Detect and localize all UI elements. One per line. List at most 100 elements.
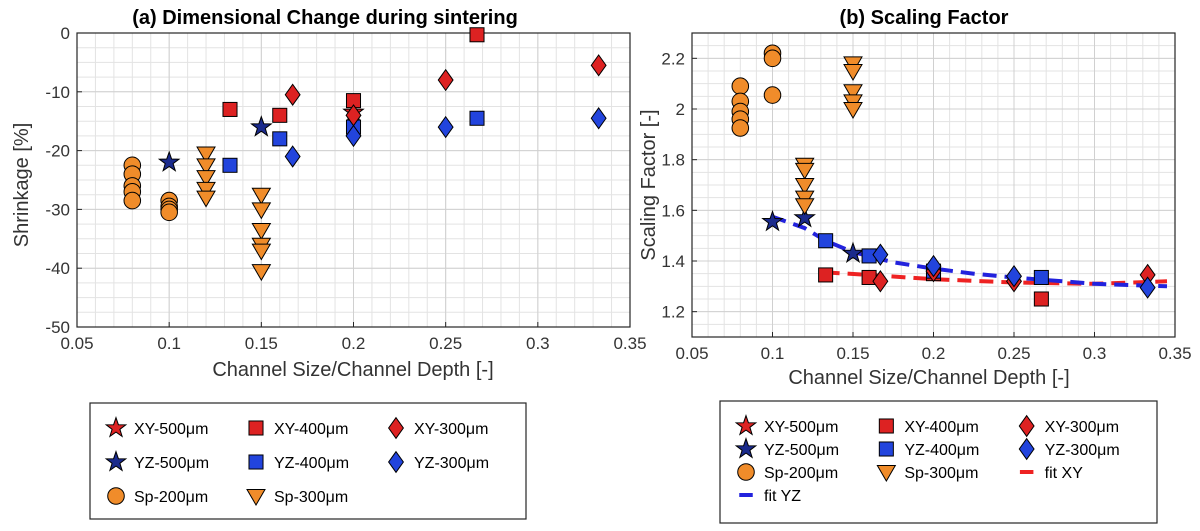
panel-b-title: (b) Scaling Factor: [840, 7, 1009, 29]
legend-marker: [1018, 437, 1035, 461]
legend-marker: [246, 489, 266, 506]
data-point: [925, 254, 942, 278]
legend-label: YZ-500μm: [134, 455, 209, 472]
panel-a-ylabel: Shrinkage [%]: [11, 123, 33, 248]
data-point: [843, 102, 863, 119]
legend-item-xy-300-m: XY-300μm: [1018, 414, 1119, 438]
x-tick-label: 0.3: [1083, 344, 1107, 363]
series-xy-300-m: [284, 54, 607, 127]
data-point: [794, 178, 815, 195]
x-tick-label: 0.25: [997, 344, 1030, 363]
legend-item-yz-400-m: YZ-400μm: [248, 454, 349, 472]
legend-a: XY-500μm XY-400μm XY-300μm YZ-500μm YZ-400μm…: [89, 402, 527, 520]
legend-item-xy-500-m: XY-500μm: [104, 416, 208, 438]
legend-marker: [734, 437, 758, 459]
legend-label: Sp-300μm: [274, 489, 348, 506]
legend-item-xy-400-m: XY-400μm: [248, 420, 348, 438]
series-sp-200-m: [123, 156, 178, 222]
panel-a-xlabel: Channel Size/Channel Depth [-]: [212, 359, 493, 381]
legend-item-yz-300-m: YZ-300μm: [388, 450, 489, 474]
data-point: [272, 131, 288, 147]
legend-item-sp-300-m: Sp-300μm: [876, 465, 978, 482]
panel-a-shrinkage: (a) Dimensional Change during sintering …: [11, 7, 647, 381]
legend-marker: [737, 463, 755, 481]
series-yz-300-m: [284, 107, 607, 168]
legend-item-yz-300-m: YZ-300μm: [1018, 437, 1120, 461]
series-sp-300-m: [794, 56, 863, 216]
data-point: [590, 54, 607, 77]
legend-box: [719, 400, 1158, 524]
data-point: [843, 84, 863, 102]
legend-item-sp-200-m: Sp-200μm: [107, 487, 208, 506]
legend-b: XY-500μm XY-400μm XY-300μm YZ-500μm YZ-400μm…: [719, 400, 1158, 524]
legend-marker: [388, 416, 404, 440]
data-point: [590, 107, 607, 130]
data-point: [251, 264, 272, 282]
data-point: [469, 27, 485, 43]
legend-label: YZ-400μm: [274, 455, 349, 472]
data-point: [196, 146, 216, 164]
legend-item-xy-400-m: XY-400μm: [878, 418, 979, 436]
legend-item-yz-400-m: YZ-400μm: [878, 441, 979, 459]
legend-label: XY-300μm: [1045, 419, 1119, 436]
legend-label: YZ-500μm: [764, 442, 839, 459]
data-point: [1139, 276, 1156, 299]
panel-b-scaling-factor: (b) Scaling Factor Channel Size/Channel …: [638, 7, 1192, 389]
legend-item-yz-500-m: YZ-500μm: [734, 437, 839, 459]
legend-label: YZ-300μm: [1045, 442, 1120, 459]
data-point: [437, 115, 454, 139]
legend-label: YZ-300μm: [414, 455, 489, 472]
data-point: [345, 124, 362, 148]
data-point: [251, 187, 272, 205]
legend-marker: [388, 450, 404, 474]
legend-label: XY-400μm: [274, 421, 348, 438]
data-point: [843, 64, 863, 81]
legend-marker: [107, 487, 125, 505]
x-tick-label: 0.2: [922, 344, 946, 363]
data-point: [251, 202, 272, 220]
x-tick-label: 0.15: [245, 334, 278, 353]
data-point: [250, 115, 273, 137]
data-point: [841, 241, 865, 264]
x-tick-label: 0.2: [342, 334, 366, 353]
data-point: [222, 157, 238, 173]
legend-label: XY-500μm: [764, 419, 838, 436]
data-point: [196, 170, 216, 188]
y-tick-label: 2: [676, 100, 685, 119]
y-tick-label: 1.2: [661, 303, 685, 322]
data-point: [1006, 264, 1022, 288]
data-point: [272, 107, 288, 123]
legend-label: XY-400μm: [904, 419, 978, 436]
series-sp-300-m: [196, 146, 272, 282]
data-point: [437, 68, 454, 92]
y-tick-label: -40: [45, 259, 70, 278]
data-point: [793, 206, 816, 228]
legend-item-sp-200-m: Sp-200μm: [737, 463, 838, 482]
x-tick-label: 0.1: [157, 334, 181, 353]
data-point: [284, 83, 301, 106]
legend-marker: [876, 465, 897, 482]
y-tick-label: -10: [45, 83, 70, 102]
data-point: [196, 158, 216, 176]
y-tick-label: -50: [45, 318, 70, 337]
legend-label: fit XY: [1045, 465, 1084, 482]
data-point: [157, 150, 181, 172]
data-point: [1033, 269, 1049, 285]
data-point: [818, 233, 834, 249]
data-point: [872, 243, 889, 266]
x-tick-label: 0.05: [675, 344, 708, 363]
panel-a-title: (a) Dimensional Change during sintering: [132, 7, 518, 29]
panel-0-grid: [76, 32, 631, 328]
data-point: [251, 223, 272, 240]
legend-label: fit YZ: [764, 488, 801, 505]
x-tick-label: 0.25: [429, 334, 462, 353]
legend-marker: [104, 450, 128, 472]
legend-item-fit-yz: fit YZ: [739, 488, 801, 505]
legend-label: YZ-400μm: [904, 442, 979, 459]
data-point: [731, 77, 750, 95]
data-point: [731, 119, 750, 137]
legend-label: XY-500μm: [134, 421, 208, 438]
legend-item-xy-500-m: XY-500μm: [734, 414, 838, 436]
fit-line-fit-yz: [771, 214, 1168, 289]
